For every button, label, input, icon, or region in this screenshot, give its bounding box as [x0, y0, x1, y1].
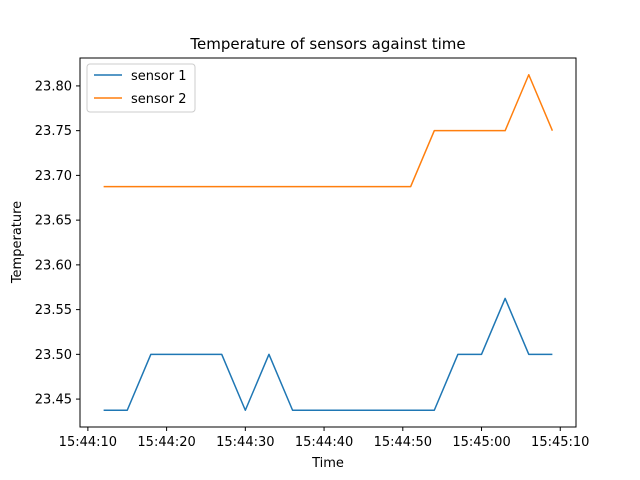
x-tick-label: 15:44:10 — [59, 435, 117, 450]
x-tick-label: 15:44:40 — [295, 435, 353, 450]
ticks-group: 15:44:10 15:44:20 15:44:30 15:44:40 15:44:50… — [35, 79, 590, 450]
y-tick-label: 23.45 — [35, 393, 72, 408]
y-tick-label: 23.65 — [35, 214, 72, 229]
y-tick-label: 23.55 — [35, 303, 72, 318]
x-tick-label: 15:45:10 — [531, 435, 589, 450]
x-tick-label: 15:44:20 — [137, 435, 195, 450]
series-group — [103, 73, 554, 412]
series-line-2 — [103, 73, 554, 188]
legend: sensor 1 sensor 2 — [86, 63, 196, 113]
chart-title: Temperature of sensors against time — [189, 35, 465, 53]
legend-label-sensor-1: sensor 1 — [131, 69, 187, 84]
y-tick-label: 23.70 — [35, 169, 72, 184]
y-tick-label: 23.60 — [35, 258, 72, 273]
y-axis-title: Temperature — [10, 201, 25, 284]
y-tick-label: 23.80 — [35, 79, 72, 94]
x-tick-label: 15:45:00 — [452, 435, 510, 450]
legend-label-sensor-2: sensor 2 — [131, 92, 187, 107]
y-tick-label: 23.50 — [35, 348, 72, 363]
x-tick-label: 15:44:30 — [216, 435, 274, 450]
series-line-1 — [103, 297, 553, 412]
x-axis-title: Time — [311, 456, 344, 471]
x-tick-label: 15:44:50 — [374, 435, 432, 450]
axes-frame — [79, 57, 577, 428]
y-tick-label: 23.75 — [35, 124, 72, 139]
legend-box — [86, 63, 196, 113]
